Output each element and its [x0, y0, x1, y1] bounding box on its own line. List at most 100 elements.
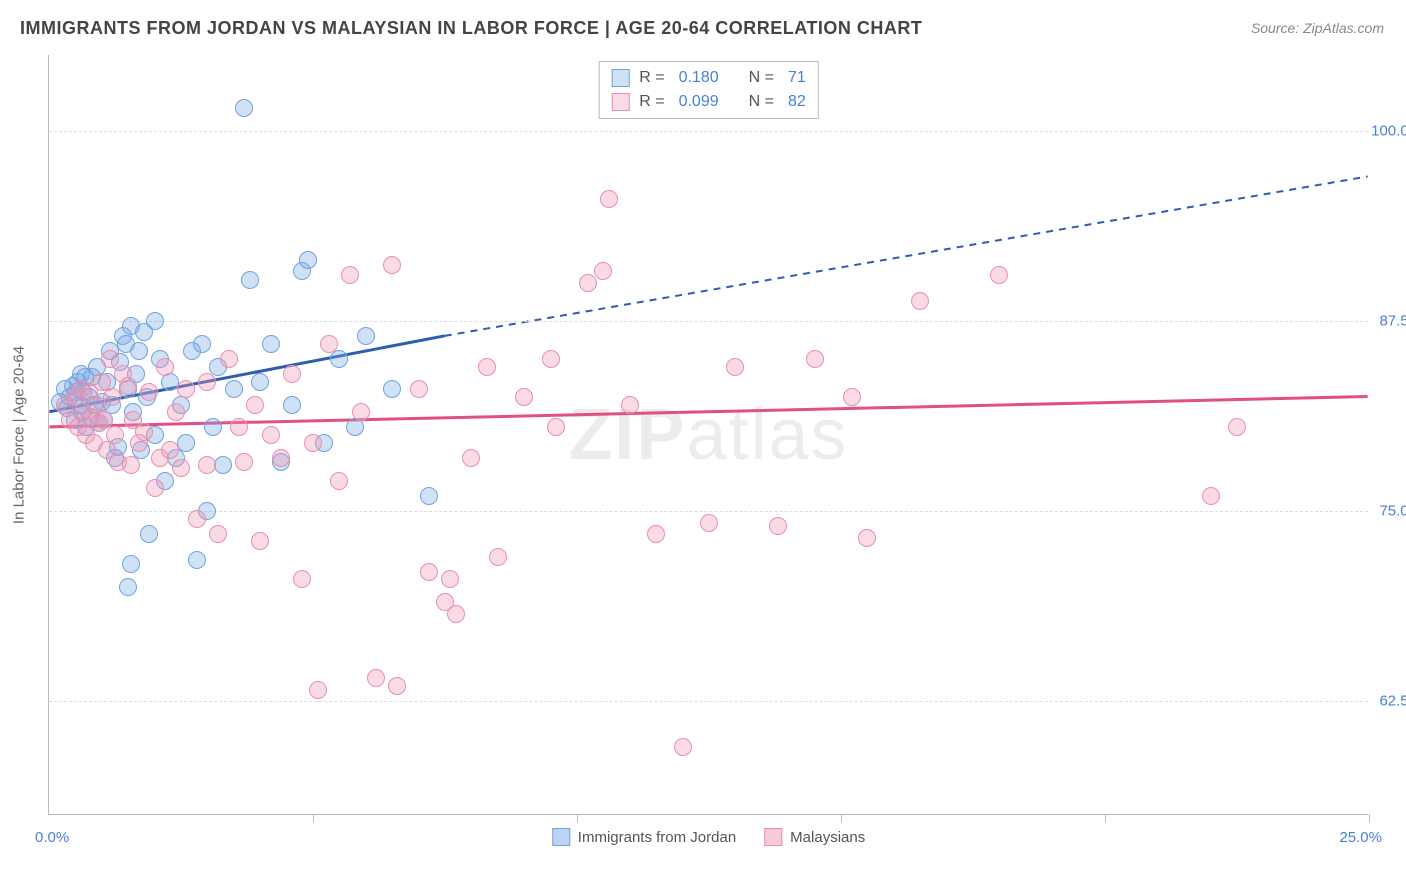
ytick-label: 75.0% — [1352, 503, 1406, 520]
data-point — [420, 487, 438, 505]
xaxis-label-max: 25.0% — [1339, 829, 1382, 846]
data-point — [462, 449, 480, 467]
data-point — [220, 350, 238, 368]
data-point — [146, 312, 164, 330]
data-point — [367, 669, 385, 687]
data-point — [272, 449, 290, 467]
data-point — [352, 403, 370, 421]
data-point — [235, 99, 253, 117]
data-point — [447, 605, 465, 623]
data-point — [119, 377, 137, 395]
data-point — [726, 358, 744, 376]
n-label: N = — [749, 66, 774, 90]
data-point — [283, 396, 301, 414]
data-point — [330, 472, 348, 490]
data-point — [225, 380, 243, 398]
r-label: R = — [639, 66, 664, 90]
legend-swatch — [611, 69, 629, 87]
xtick — [1369, 814, 1370, 822]
gridline — [49, 701, 1368, 702]
xtick — [577, 814, 578, 822]
data-point — [304, 434, 322, 452]
data-point — [911, 292, 929, 310]
bottom-legend: Immigrants from Jordan Malaysians — [552, 828, 865, 846]
r-label: R = — [639, 90, 664, 114]
chart-source: Source: ZipAtlas.com — [1251, 20, 1384, 36]
data-point — [101, 350, 119, 368]
n-label: N = — [749, 90, 774, 114]
data-point — [383, 380, 401, 398]
data-point — [198, 373, 216, 391]
stats-row: R = 0.099 N = 82 — [611, 90, 806, 114]
data-point — [167, 403, 185, 421]
data-point — [122, 555, 140, 573]
xtick — [313, 814, 314, 822]
data-point — [410, 380, 428, 398]
data-point — [119, 578, 137, 596]
r-value: 0.099 — [679, 90, 719, 114]
data-point — [1228, 418, 1246, 436]
data-point — [251, 532, 269, 550]
data-point — [383, 256, 401, 274]
data-point — [198, 456, 216, 474]
data-point — [262, 426, 280, 444]
legend-item: Immigrants from Jordan — [552, 828, 736, 846]
legend-swatch — [764, 828, 782, 846]
data-point — [106, 426, 124, 444]
data-point — [209, 525, 227, 543]
n-value: 82 — [788, 90, 806, 114]
chart-title: IMMIGRANTS FROM JORDAN VS MALAYSIAN IN L… — [20, 18, 922, 39]
data-point — [341, 266, 359, 284]
data-point — [122, 456, 140, 474]
data-point — [478, 358, 496, 376]
stats-legend: R =0.180N =71R =0.099N =82 — [598, 61, 819, 119]
data-point — [1202, 487, 1220, 505]
data-point — [579, 274, 597, 292]
data-point — [441, 570, 459, 588]
ytick-label: 62.5% — [1352, 693, 1406, 710]
ytick-label: 100.0% — [1352, 123, 1406, 140]
data-point — [262, 335, 280, 353]
data-point — [241, 271, 259, 289]
data-point — [230, 418, 248, 436]
data-point — [204, 418, 222, 436]
data-point — [293, 570, 311, 588]
data-point — [214, 456, 232, 474]
data-point — [700, 514, 718, 532]
data-point — [674, 738, 692, 756]
ytick-label: 87.5% — [1352, 313, 1406, 330]
data-point — [177, 434, 195, 452]
data-point — [769, 517, 787, 535]
xtick — [1105, 814, 1106, 822]
legend-label: Immigrants from Jordan — [578, 829, 736, 846]
legend-label: Malaysians — [790, 829, 865, 846]
data-point — [594, 262, 612, 280]
legend-swatch — [552, 828, 570, 846]
yaxis-title: In Labor Force | Age 20-64 — [11, 345, 28, 523]
chart-container: IMMIGRANTS FROM JORDAN VS MALAYSIAN IN L… — [0, 0, 1406, 892]
data-point — [357, 327, 375, 345]
data-point — [330, 350, 348, 368]
gridline — [49, 131, 1368, 132]
data-point — [140, 383, 158, 401]
gridline — [49, 511, 1368, 512]
watermark: ZIPatlas — [568, 394, 848, 476]
xtick — [841, 814, 842, 822]
data-point — [515, 388, 533, 406]
data-point — [140, 525, 158, 543]
data-point — [843, 388, 861, 406]
plot-area: ZIPatlas In Labor Force | Age 20-64 0.0%… — [48, 55, 1368, 815]
data-point — [161, 441, 179, 459]
data-point — [188, 551, 206, 569]
data-point — [193, 335, 211, 353]
data-point — [320, 335, 338, 353]
data-point — [146, 479, 164, 497]
data-point — [806, 350, 824, 368]
data-point — [172, 459, 190, 477]
data-point — [858, 529, 876, 547]
data-point — [130, 342, 148, 360]
data-point — [647, 525, 665, 543]
xaxis-label-min: 0.0% — [35, 829, 69, 846]
watermark-light: atlas — [686, 395, 848, 475]
data-point — [246, 396, 264, 414]
